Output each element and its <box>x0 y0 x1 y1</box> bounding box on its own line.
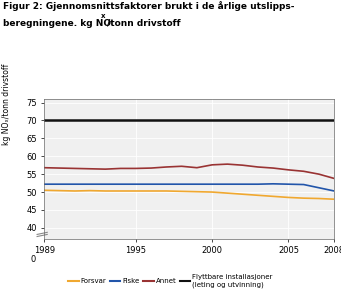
Annet <box>73 167 77 170</box>
Annet <box>332 177 336 180</box>
Text: Figur 2: Gjennomsnittsfaktorer brukt i de årlige utslipps-: Figur 2: Gjennomsnittsfaktorer brukt i d… <box>3 1 295 11</box>
Annet <box>164 165 168 169</box>
Fiske <box>332 189 336 193</box>
Fiske <box>241 182 245 186</box>
Forsvar <box>210 190 214 194</box>
Annet <box>302 170 306 173</box>
Forsvar <box>225 191 229 195</box>
Fiske <box>58 182 62 186</box>
Fiske <box>149 182 153 186</box>
Forsvar <box>119 189 123 193</box>
Annet <box>180 164 184 168</box>
Fiske <box>317 186 321 189</box>
Annet <box>134 167 138 170</box>
Forsvar <box>286 196 291 199</box>
Text: x: x <box>101 13 105 19</box>
Fiske <box>119 182 123 186</box>
Forsvar <box>134 189 138 193</box>
Line: Annet: Annet <box>44 164 334 178</box>
Line: Forsvar: Forsvar <box>44 190 334 199</box>
Forsvar <box>256 194 260 197</box>
Forsvar <box>317 197 321 200</box>
Fiske <box>286 182 291 186</box>
Annet <box>271 166 275 170</box>
Fiske <box>195 182 199 186</box>
Annet <box>210 163 214 166</box>
Forsvar <box>42 189 46 192</box>
Forsvar <box>164 189 168 193</box>
Fiske <box>256 182 260 186</box>
Fiske <box>271 182 275 186</box>
Forsvar <box>73 189 77 193</box>
Fiske <box>180 182 184 186</box>
Forsvar <box>271 195 275 198</box>
Fiske <box>134 182 138 186</box>
Forsvar <box>149 189 153 193</box>
Annet <box>42 166 46 169</box>
Legend: Forsvar, Fiske, Annet, Flyttbare installasjoner
(leting og utvinning): Forsvar, Fiske, Annet, Flyttbare install… <box>68 274 273 288</box>
Fiske <box>225 182 229 186</box>
Annet <box>256 165 260 169</box>
Forsvar <box>195 190 199 194</box>
Fiske <box>210 182 214 186</box>
Annet <box>88 167 92 171</box>
Text: 0: 0 <box>31 255 36 264</box>
Fiske <box>302 183 306 186</box>
Annet <box>317 172 321 176</box>
Fiske <box>103 182 107 186</box>
Line: Fiske: Fiske <box>44 184 334 191</box>
Fiske <box>73 182 77 186</box>
Annet <box>58 166 62 170</box>
Fiske <box>42 182 46 186</box>
Annet <box>149 166 153 170</box>
Annet <box>119 167 123 170</box>
Fiske <box>164 182 168 186</box>
Text: beregningene. kg NO: beregningene. kg NO <box>3 19 112 28</box>
Annet <box>103 167 107 171</box>
Forsvar <box>180 190 184 193</box>
Forsvar <box>103 189 107 193</box>
Annet <box>241 164 245 167</box>
Text: /tonn drivstoff: /tonn drivstoff <box>107 19 181 28</box>
Forsvar <box>58 189 62 192</box>
Fiske <box>88 182 92 186</box>
Forsvar <box>302 196 306 200</box>
Annet <box>195 166 199 169</box>
Forsvar <box>241 192 245 196</box>
Forsvar <box>332 198 336 201</box>
Annet <box>286 168 291 172</box>
Annet <box>225 162 229 166</box>
Forsvar <box>88 189 92 192</box>
Text: kg NOₓ/tonn drivstoff: kg NOₓ/tonn drivstoff <box>2 64 11 146</box>
